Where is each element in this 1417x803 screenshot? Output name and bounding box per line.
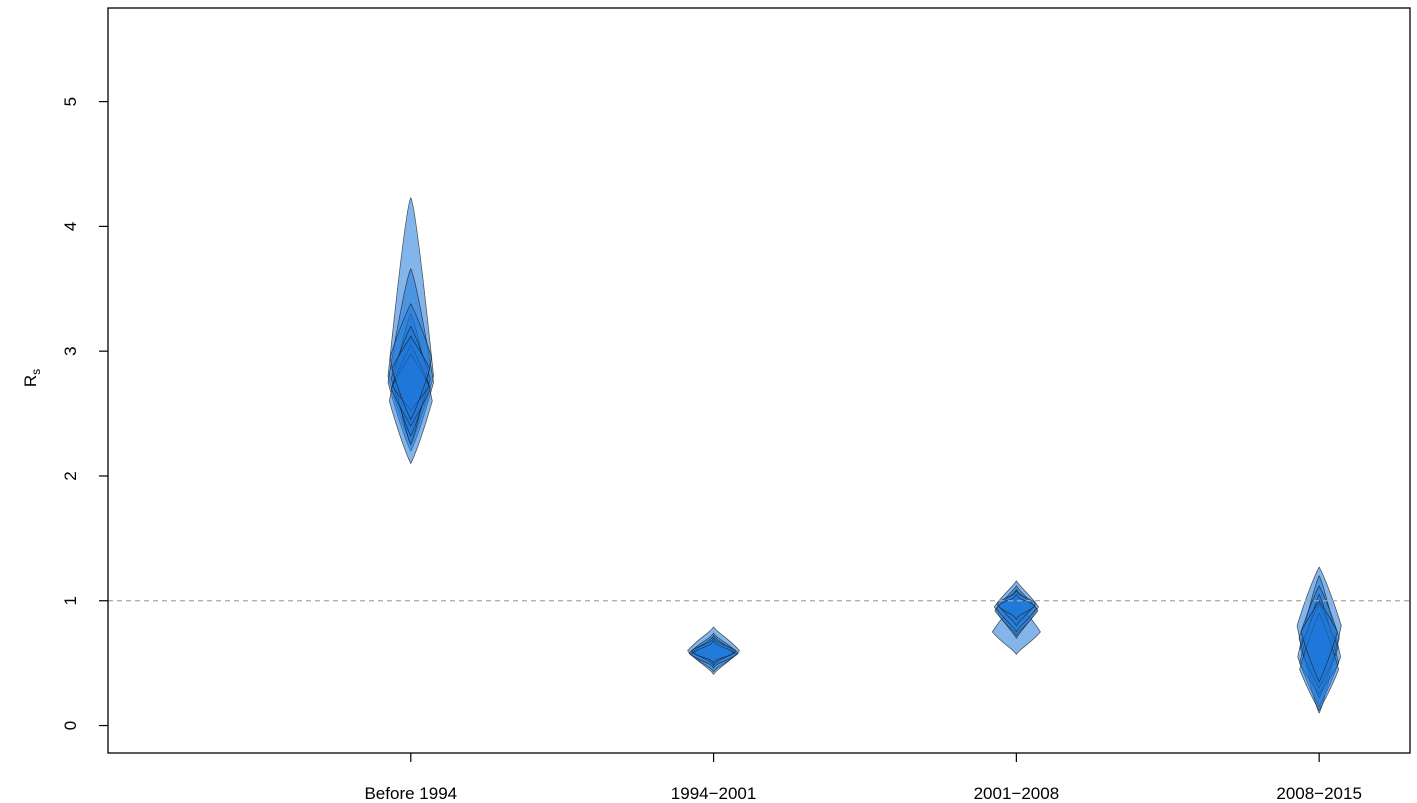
- x-tick-label-2: 2001−2008: [974, 784, 1060, 803]
- violin-3-6: [1300, 599, 1338, 683]
- y-tick-label-0: 0: [61, 721, 80, 730]
- y-tick-label-3: 3: [61, 346, 80, 355]
- y-tick-label-1: 1: [61, 596, 80, 605]
- y-tick-label-5: 5: [61, 97, 80, 106]
- y-axis: 0 1 2 3 4 5: [61, 97, 108, 730]
- y-axis-title-subscript: s: [29, 369, 43, 375]
- y-axis-title: Rs: [21, 369, 43, 387]
- violin-layer: [387, 196, 1342, 714]
- x-axis: Before 1994 1994−2001 2001−2008 2008−2015: [364, 753, 1362, 803]
- y-axis-title-main: R: [21, 375, 40, 387]
- violin-2-5: [996, 593, 1036, 621]
- violin-0-7: [391, 335, 431, 421]
- x-tick-label-0: Before 1994: [364, 784, 457, 803]
- violin-1-4: [692, 639, 736, 664]
- y-tick-label-4: 4: [61, 222, 80, 231]
- x-tick-label-3: 2008−2015: [1276, 784, 1362, 803]
- x-tick-label-1: 1994−2001: [671, 784, 757, 803]
- y-tick-label-2: 2: [61, 471, 80, 480]
- plot-frame: [107, 7, 1411, 754]
